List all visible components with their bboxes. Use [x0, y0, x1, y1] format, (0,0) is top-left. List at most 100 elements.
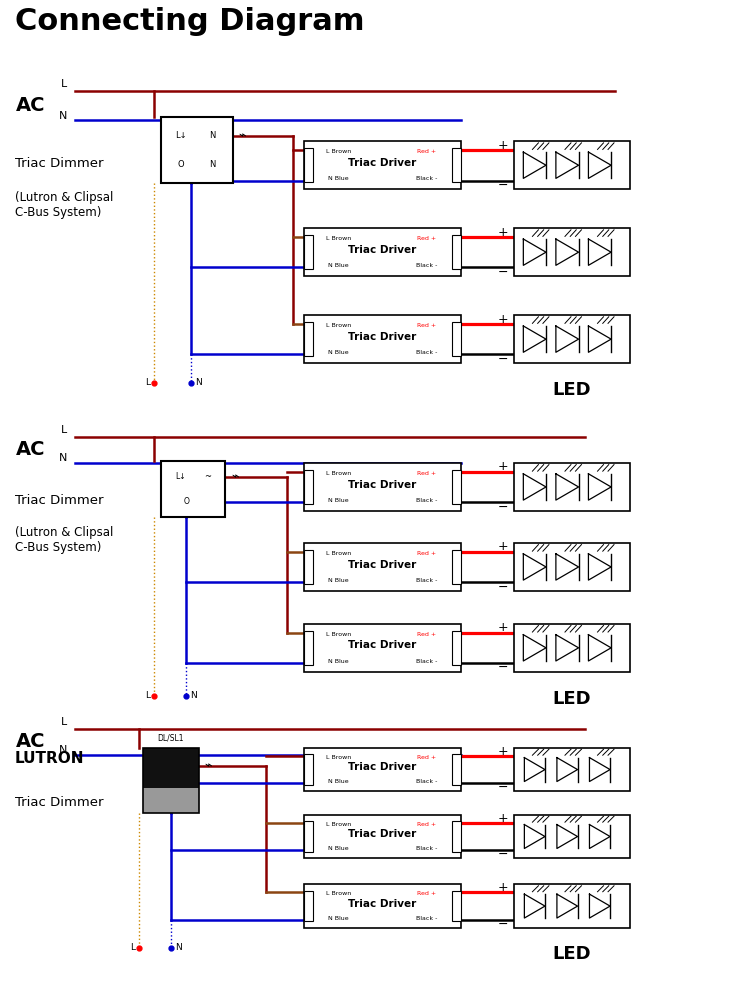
Bar	[514, 624, 630, 672]
Bar	[514, 748, 630, 791]
Text: LED: LED	[553, 690, 591, 708]
Text: L Brown: L Brown	[326, 551, 351, 556]
Text: ⌁: ⌁	[205, 760, 212, 773]
Bar	[304, 821, 313, 852]
Text: (Lutron & Clipsal
C-Bus System): (Lutron & Clipsal C-Bus System)	[15, 191, 113, 219]
Text: −: −	[497, 266, 508, 279]
Text: L: L	[130, 943, 135, 952]
Bar	[304, 624, 461, 672]
Text: Black -: Black -	[416, 350, 437, 355]
Text: L Brown: L Brown	[326, 149, 351, 154]
Text: Triac Driver: Triac Driver	[348, 829, 417, 839]
Bar	[452, 470, 461, 504]
Text: +: +	[497, 812, 508, 825]
Text: +: +	[497, 540, 508, 553]
Bar	[304, 463, 461, 511]
Text: −: −	[497, 179, 508, 192]
Text: L: L	[145, 378, 150, 387]
Bar	[452, 891, 461, 921]
Text: −: −	[497, 918, 508, 931]
Text: O: O	[184, 497, 190, 506]
Text: N: N	[59, 453, 68, 463]
Text: AC: AC	[16, 440, 45, 459]
Bar	[161, 117, 232, 183]
Text: N: N	[195, 378, 202, 387]
Text: Triac Driver: Triac Driver	[348, 762, 417, 772]
Text: N Blue: N Blue	[328, 498, 349, 503]
Text: L↓: L↓	[176, 131, 187, 140]
Text: +: +	[497, 745, 508, 758]
Text: L Brown: L Brown	[326, 236, 351, 241]
Text: L: L	[62, 717, 68, 727]
Text: LUTRON: LUTRON	[15, 751, 85, 766]
Text: N Blue: N Blue	[328, 659, 349, 664]
Text: L: L	[145, 691, 150, 700]
Bar	[304, 748, 461, 791]
Text: +: +	[497, 139, 508, 152]
Bar	[304, 235, 313, 269]
Bar	[304, 891, 313, 921]
Text: Triac Driver: Triac Driver	[348, 899, 417, 909]
Text: L: L	[62, 79, 68, 89]
Text: Triac Dimmer: Triac Dimmer	[15, 796, 104, 809]
Text: Red +: Red +	[417, 822, 436, 827]
Text: −: −	[497, 661, 508, 674]
Text: L Brown: L Brown	[326, 891, 351, 896]
Text: N: N	[190, 691, 196, 700]
Text: DL/SL1: DL/SL1	[158, 734, 184, 743]
Text: L↓: L↓	[175, 472, 186, 481]
Text: Black -: Black -	[416, 176, 437, 181]
Text: Red +: Red +	[417, 236, 436, 241]
Text: Triac Driver: Triac Driver	[348, 560, 417, 570]
Text: O: O	[178, 160, 184, 169]
Text: Triac Driver: Triac Driver	[348, 480, 417, 490]
Text: N: N	[209, 160, 216, 169]
Text: LED: LED	[553, 945, 591, 963]
Bar	[142, 748, 199, 813]
Text: N Blue: N Blue	[328, 578, 349, 583]
Text: AC: AC	[16, 96, 45, 115]
Text: N Blue: N Blue	[328, 846, 349, 851]
Bar	[452, 235, 461, 269]
Text: +: +	[497, 881, 508, 894]
Text: −: −	[497, 848, 508, 861]
Text: +: +	[497, 226, 508, 239]
Text: Triac Driver: Triac Driver	[348, 640, 417, 650]
Text: Black -: Black -	[416, 263, 437, 268]
Text: Triac Driver: Triac Driver	[348, 332, 417, 342]
Bar	[304, 322, 313, 356]
Text: Connecting Diagram: Connecting Diagram	[15, 7, 364, 36]
Text: ~: ~	[204, 472, 211, 481]
Text: L Brown: L Brown	[326, 471, 351, 476]
Text: Red +: Red +	[417, 632, 436, 637]
Bar	[514, 815, 630, 858]
Text: N Blue: N Blue	[328, 350, 349, 355]
Bar	[452, 754, 461, 785]
Text: N: N	[209, 131, 216, 140]
Text: N Blue: N Blue	[328, 176, 349, 181]
Bar	[304, 470, 313, 504]
Bar	[514, 543, 630, 591]
Text: AC: AC	[16, 732, 45, 751]
Text: +: +	[497, 621, 508, 634]
Bar	[452, 148, 461, 182]
Bar	[304, 884, 461, 928]
Text: Triac Dimmer: Triac Dimmer	[15, 494, 104, 507]
Text: Red +: Red +	[417, 551, 436, 556]
Text: L: L	[62, 425, 68, 435]
Text: −: −	[497, 353, 508, 366]
Text: Triac Driver: Triac Driver	[348, 158, 417, 168]
Text: N: N	[175, 943, 181, 952]
Text: N: N	[59, 745, 68, 755]
Text: +: +	[497, 313, 508, 326]
Bar	[304, 815, 461, 858]
Text: Black -: Black -	[416, 916, 437, 921]
Text: N Blue: N Blue	[328, 779, 349, 784]
Text: LED: LED	[553, 381, 591, 399]
Text: Black -: Black -	[416, 578, 437, 583]
Bar	[514, 463, 630, 511]
Text: +: +	[497, 460, 508, 473]
Bar	[452, 821, 461, 852]
Text: −: −	[497, 781, 508, 794]
Bar	[304, 141, 461, 189]
